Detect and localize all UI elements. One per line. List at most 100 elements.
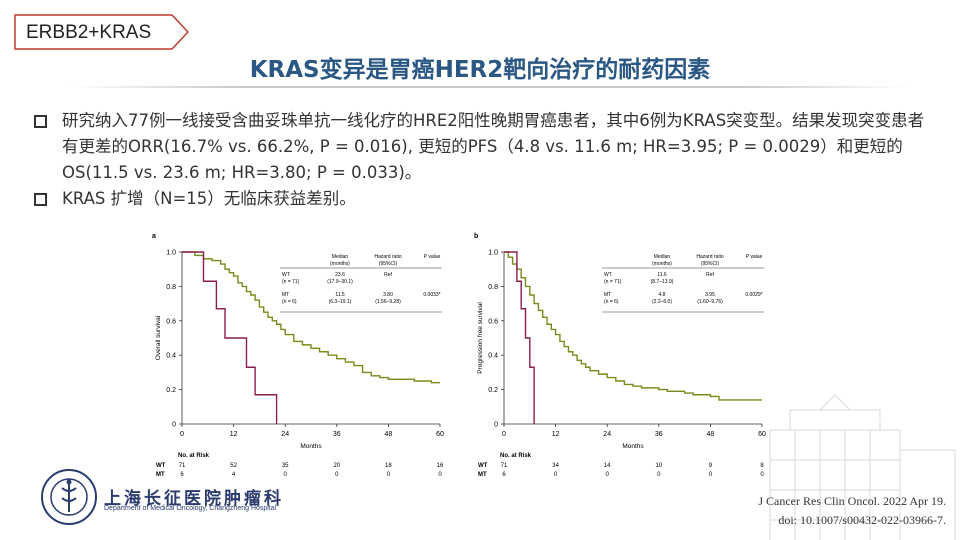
risk-value: 8 [760, 463, 764, 469]
x-tick-label: 12 [230, 431, 238, 438]
y-tick-label: 0 [172, 422, 176, 429]
risk-value: 6 [180, 472, 184, 478]
table-header: (months) [330, 261, 350, 267]
bullet-item: 研究纳入77例一线接受含曲妥珠单抗一线化疗的HRE2阳性晚期胃癌患者，其中6例为… [32, 108, 932, 186]
risk-value: 0 [554, 472, 558, 478]
pfs-km-chart: b 0 0.2 0.4 0.6 0.8 1.0 0 12 24 36 48 60 Months Progre… [472, 228, 772, 484]
km-curve-mt [504, 251, 535, 424]
risk-row-label: MT [478, 472, 487, 478]
risk-value: 10 [655, 463, 662, 469]
table-cell: (n = 71) [604, 279, 622, 285]
table-header: P value [424, 254, 441, 260]
panel-label: a [152, 233, 156, 240]
table-cell: Ref [384, 272, 392, 278]
y-tick-label: 1.0 [166, 250, 176, 257]
panel-label: b [474, 233, 478, 240]
risk-value: 9 [709, 463, 713, 469]
bullet-text: KRAS 扩增（N=15）无临床获益差别。 [62, 189, 356, 208]
risk-row-label: WT [478, 463, 488, 469]
table-cell: MT [604, 292, 611, 298]
hospital-name-en: Department of Medical Oncology, Changzhe… [104, 505, 277, 512]
risk-value: 0 [657, 472, 661, 478]
table-cell: 0.0029* [745, 292, 762, 298]
table-cell: WT [282, 272, 290, 278]
table-header: (95%CI) [701, 261, 720, 267]
table-cell: 11.6 [657, 272, 667, 278]
y-tick-label: 0.6 [166, 318, 176, 325]
table-cell: (2.2–6.0) [652, 299, 672, 305]
table-cell: 11.5 [335, 292, 345, 298]
table-header: (95%CI) [379, 261, 398, 267]
risk-value: 0 [760, 472, 764, 478]
risk-value: 4 [232, 472, 236, 478]
y-tick-label: 0.4 [488, 353, 498, 360]
table-cell: 0.0033* [423, 292, 440, 298]
table-cell: 3.80 [383, 292, 393, 298]
risk-value: 35 [282, 463, 289, 469]
km-curve-wt [504, 251, 762, 401]
table-cell: 23.6 [335, 272, 345, 278]
y-tick-label: 0.6 [488, 318, 498, 325]
risk-value: 0 [335, 472, 339, 478]
x-axis-label: Months [622, 443, 644, 450]
table-cell: 4.8 [659, 292, 666, 298]
table-cell: (n = 6) [604, 299, 619, 305]
risk-row-label: WT [156, 463, 166, 469]
km-curve-wt [182, 251, 440, 384]
risk-value: 0 [387, 472, 391, 478]
risk-value: 0 [606, 472, 610, 478]
y-tick-label: 0.2 [166, 387, 176, 394]
risk-value: 71 [179, 463, 186, 469]
risk-value: 14 [604, 463, 611, 469]
os-km-chart: a 0 0.2 0.4 0.6 0.8 1.0 0 12 24 36 48 60 Months Overal… [150, 228, 450, 484]
bullet-item: KRAS 扩增（N=15）无临床获益差别。 [32, 186, 932, 212]
y-tick-label: 0.4 [166, 353, 176, 360]
table-header: Hazard ratio [374, 254, 401, 260]
y-tick-label: 0.8 [488, 284, 498, 291]
risk-value: 52 [230, 463, 237, 469]
hospital-seal [41, 469, 97, 525]
title-rule [70, 86, 910, 88]
table-cell: WT [604, 272, 612, 278]
risk-value: 6 [502, 472, 506, 478]
km-svg: b00.20.40.60.81.00 12 24 36 48 60MonthsProgre… [474, 233, 766, 478]
risk-row-label: MT [156, 472, 165, 478]
tag-frame [14, 14, 190, 50]
citation-doi: doi: 10.1007/s00432-022-03966-7. [778, 513, 946, 527]
risk-value: 0 [709, 472, 713, 478]
x-tick-label: 60 [758, 431, 766, 438]
risk-title: No. at Risk [178, 453, 210, 459]
square-bullet-icon [34, 193, 47, 206]
table-cell: (8.7–13.9) [651, 279, 674, 285]
risk-value: 18 [385, 463, 392, 469]
table-header: Median [332, 254, 349, 260]
y-tick-label: 0 [494, 422, 498, 429]
x-tick-label: 36 [333, 431, 341, 438]
y-tick-label: 0.2 [488, 387, 498, 394]
citation: J Cancer Res Clin Oncol. 2022 Apr 19. do… [758, 492, 946, 530]
x-tick-label: 24 [281, 431, 289, 438]
x-tick-label: 48 [707, 431, 715, 438]
risk-value: 0 [284, 472, 288, 478]
risk-value: 71 [501, 463, 508, 469]
hospital-name-cn: 上海长征医院肿瘤科 [104, 489, 284, 509]
x-axis-label: Months [300, 443, 322, 450]
risk-value: 16 [437, 463, 444, 469]
table-cell: (1.56–9.28) [375, 299, 401, 305]
y-axis-label: Progression free survival [477, 302, 484, 374]
square-bullet-icon [34, 115, 47, 128]
risk-value: 20 [333, 463, 340, 469]
x-tick-label: 60 [436, 431, 444, 438]
bullet-list: 研究纳入77例一线接受含曲妥珠单抗一线化疗的HRE2阳性晚期胃癌患者，其中6例为… [32, 108, 932, 212]
slide-title: KRAS变异是胃癌HER2靶向治疗的耐药因素 [249, 57, 711, 83]
table-cell: (17.9–30.1) [327, 279, 353, 285]
km-curve-mt [182, 251, 278, 424]
table-header: Hazard ratio [696, 254, 723, 260]
table-cell: 3.95 [705, 292, 715, 298]
table-cell: (n = 6) [282, 299, 297, 305]
x-tick-label: 12 [552, 431, 560, 438]
y-tick-label: 0.8 [166, 284, 176, 291]
y-axis-label: Overall survival [155, 315, 162, 360]
y-tick-label: 1.0 [488, 250, 498, 257]
table-cell: MT [282, 292, 289, 298]
